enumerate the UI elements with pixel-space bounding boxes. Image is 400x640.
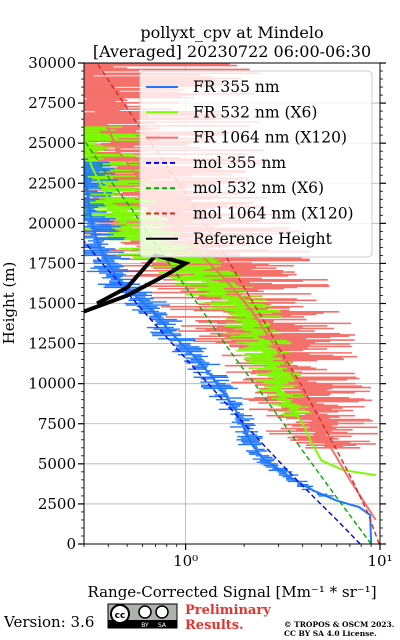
y-tick-label: 25000 [28,134,76,152]
x-axis-label: Range-Corrected Signal [Mm⁻¹ * sr⁻¹] [87,583,376,601]
x-tick-label: 10¹ [367,552,392,570]
y-axis-label: Height (m) [0,262,18,345]
copyright-line-1: © TROPOS & OSCM 2023. [284,620,394,629]
y-tick-label: 10000 [28,375,76,393]
legend-label-6: Reference Height [193,230,333,248]
legend-label-2: FR 1064 nm (X120) [193,129,347,147]
axis-ticks: 0 2500 5000 7500 10000 12500 15000 17500 20000 22… [28,54,392,570]
y-tick-label: 15000 [28,295,76,313]
series-line-4 [84,139,372,544]
legend-label-4: mol 532 nm (X6) [193,179,324,197]
copyright-line-2: CC BY SA 4.0 License. [284,629,377,638]
series-line-6 [84,253,191,314]
series-line-1 [84,142,376,477]
chart-subtitle: [Averaged] 20230722 06:00-06:30 [93,42,371,61]
y-tick-label: 30000 [28,54,76,72]
y-tick-label: 7500 [38,415,76,433]
y-tick-label: 27500 [28,94,76,112]
legend-label-0: FR 355 nm [193,78,280,96]
y-tick-label: 5000 [38,455,76,473]
y-tick-label: 22500 [28,174,76,192]
series-line-2 [88,63,377,521]
y-tick-label: 2500 [38,495,76,513]
cc-icon [110,604,130,624]
sa-icon [155,605,169,619]
version-label: Version: 3.6 [3,613,94,631]
y-tick-label: 20000 [28,214,76,232]
preliminary-label-2: Results. [185,618,244,633]
cc-license-badge: cc BY SA [107,603,178,629]
series-line-3 [84,240,361,544]
series-line-0 [84,159,373,544]
legend-box [139,70,373,258]
y-tick-label: 0 [66,535,76,553]
by-label: BY [141,622,149,629]
chart-title: pollyxt_cpv at Mindelo [140,23,323,42]
cc-icon-text: cc [115,611,126,621]
sa-label: SA [158,622,167,629]
series-lines [84,63,380,544]
legend-label-3: mol 355 nm [193,154,286,172]
legend-label-5: mol 1064 nm (X120) [193,205,354,223]
legend-label-1: FR 532 nm (X6) [193,103,317,121]
preliminary-label-1: Preliminary [185,603,271,618]
by-icon [138,605,152,619]
x-tick-label: 10⁰ [173,552,198,570]
y-tick-label: 17500 [28,254,76,272]
y-tick-label: 12500 [28,335,76,353]
legend: FR 355 nm FR 532 nm (X6) FR 1064 nm (X120)… [139,70,373,258]
